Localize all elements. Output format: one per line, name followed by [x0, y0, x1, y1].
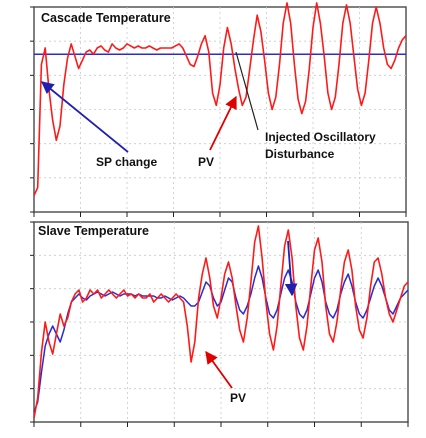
cascade-axis-ticks — [30, 6, 407, 217]
cascade-temperature-panel: Cascade Temperature SP change PV Injecte… — [30, 2, 407, 217]
disturbance-arrow — [235, 51, 259, 131]
slave-grid — [34, 222, 408, 422]
disturbance-label-line1: Injected Oscillatory — [265, 130, 376, 144]
cascade-pv-line — [33, 2, 407, 196]
sp-change-arrow — [41, 81, 129, 153]
slave-sp-arrow — [284, 240, 298, 297]
slave-series — [33, 225, 409, 419]
top-pv-label: PV — [198, 155, 214, 169]
top-pv-arrow — [209, 95, 237, 151]
sp-change-label: SP change — [96, 155, 157, 169]
slave-pv-label: PV — [230, 391, 246, 405]
cascade-title: Cascade Temperature — [41, 11, 171, 25]
disturbance-label-line2: Disturbance — [265, 147, 335, 161]
slave-pv-arrow — [205, 350, 233, 389]
slave-pv-line — [33, 225, 409, 419]
cascade-grid — [34, 7, 406, 212]
slave-temperature-panel: Slave Temperature PV — [30, 221, 409, 427]
slave-title: Slave Temperature — [38, 224, 149, 238]
cascade-series — [33, 2, 407, 196]
disturbance-label: Injected Oscillatory Disturbance — [265, 130, 379, 161]
slave-axis-ticks — [30, 221, 409, 427]
